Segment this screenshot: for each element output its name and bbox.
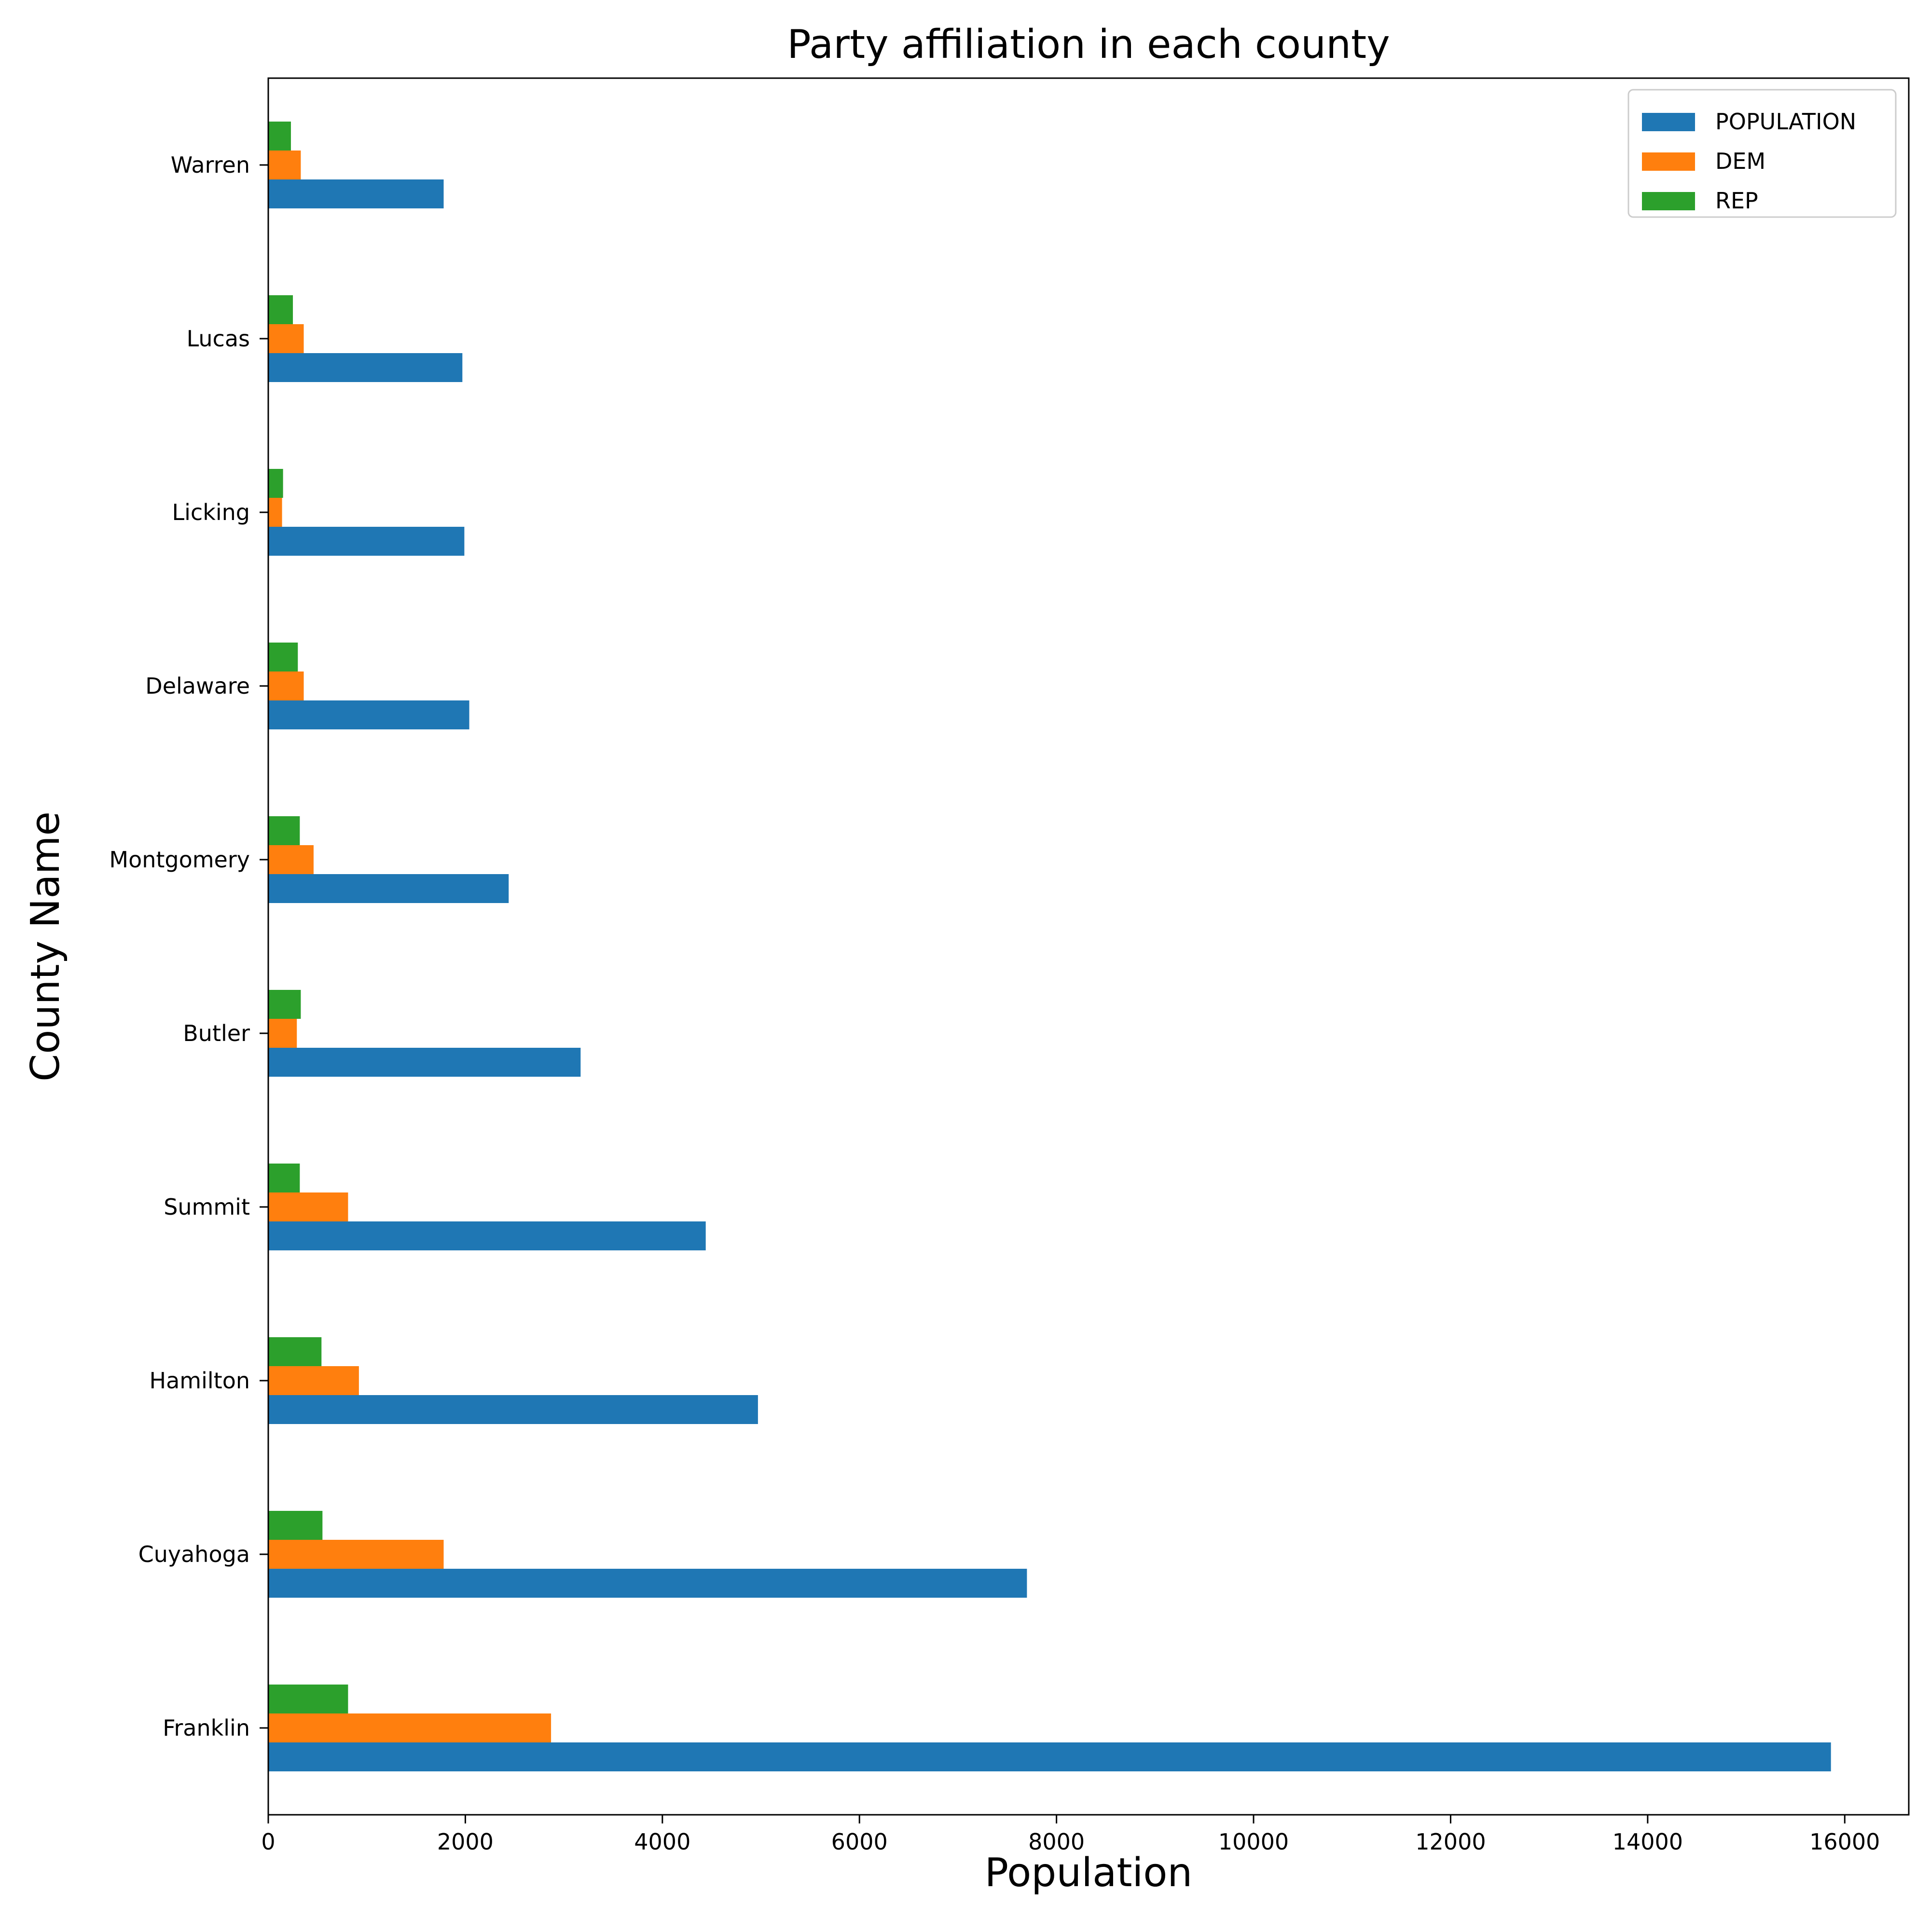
bar-population-franklin <box>268 1742 1831 1771</box>
legend-swatch-population <box>1642 113 1695 131</box>
legend-swatch-dem <box>1642 152 1695 171</box>
bar-dem-butler <box>268 1019 297 1048</box>
axes-layer: 0 2000 4000 6000 8000 10000 12000 14000 16000 Fra… <box>109 77 1910 1855</box>
y-tick-label-licking: Licking <box>172 499 250 525</box>
bars-layer <box>268 122 1831 1771</box>
bar-population-cuyahoga <box>268 1569 1027 1598</box>
bar-population-warren <box>268 179 444 208</box>
bar-rep-butler <box>268 990 301 1019</box>
y-tick-label-lucas: Lucas <box>187 326 250 352</box>
y-tick-label-warren: Warren <box>171 152 250 178</box>
bar-population-hamilton <box>268 1395 758 1424</box>
x-tick-label: 10000 <box>1218 1829 1289 1855</box>
bar-rep-lucas <box>268 295 293 324</box>
chart-title: Party affiliation in each county <box>787 22 1390 68</box>
legend-swatch-rep <box>1642 192 1695 210</box>
bar-rep-cuyahoga <box>268 1511 323 1540</box>
bar-rep-delaware <box>268 643 298 671</box>
legend-label-population: POPULATION <box>1715 109 1856 135</box>
y-tick-label-cuyahoga: Cuyahoga <box>138 1541 250 1567</box>
y-tick-label-summit: Summit <box>164 1194 250 1220</box>
bar-dem-cuyahoga <box>268 1540 444 1569</box>
x-tick-label: 12000 <box>1415 1829 1486 1855</box>
bar-dem-montgomery <box>268 845 314 874</box>
bar-dem-lucas <box>268 324 304 353</box>
y-tick-label-montgomery: Montgomery <box>109 847 250 873</box>
bar-population-delaware <box>268 700 469 729</box>
legend-label-rep: REP <box>1715 188 1758 214</box>
x-tick-label: 8000 <box>1028 1829 1085 1855</box>
y-tick-label-butler: Butler <box>183 1020 250 1046</box>
y-axis-label: County Name <box>23 811 69 1082</box>
legend-label-dem: DEM <box>1715 148 1765 174</box>
x-tick-label: 0 <box>261 1829 275 1855</box>
bar-population-summit <box>268 1221 706 1250</box>
bar-dem-hamilton <box>268 1366 359 1395</box>
bar-rep-licking <box>268 469 283 498</box>
bar-rep-summit <box>268 1164 300 1192</box>
bar-dem-summit <box>268 1192 348 1221</box>
x-tick-label: 14000 <box>1613 1829 1683 1855</box>
legend: POPULATION DEM REP <box>1627 89 1897 218</box>
bar-dem-delaware <box>268 671 304 700</box>
bar-rep-montgomery <box>268 816 300 845</box>
y-tick-label-franklin: Franklin <box>163 1715 250 1741</box>
bar-population-butler <box>268 1048 581 1077</box>
x-tick-label: 2000 <box>437 1829 494 1855</box>
bar-rep-franklin <box>268 1685 348 1713</box>
bar-rep-hamilton <box>268 1337 322 1366</box>
bar-dem-franklin <box>268 1713 551 1742</box>
bar-dem-licking <box>268 498 282 527</box>
bar-population-montgomery <box>268 874 509 903</box>
legend-box <box>1627 89 1897 218</box>
bar-population-licking <box>268 527 465 556</box>
bar-dem-warren <box>268 151 301 179</box>
x-axis-label: Population <box>985 1850 1193 1896</box>
x-tick-label: 6000 <box>831 1829 888 1855</box>
y-tick-label-hamilton: Hamilton <box>150 1368 250 1394</box>
x-tick-label: 16000 <box>1809 1829 1880 1855</box>
plot-frame <box>267 77 1910 1816</box>
bar-population-lucas <box>268 353 463 382</box>
x-tick-label: 4000 <box>634 1829 690 1855</box>
bar-rep-warren <box>268 122 291 151</box>
y-tick-label-delaware: Delaware <box>145 673 250 699</box>
